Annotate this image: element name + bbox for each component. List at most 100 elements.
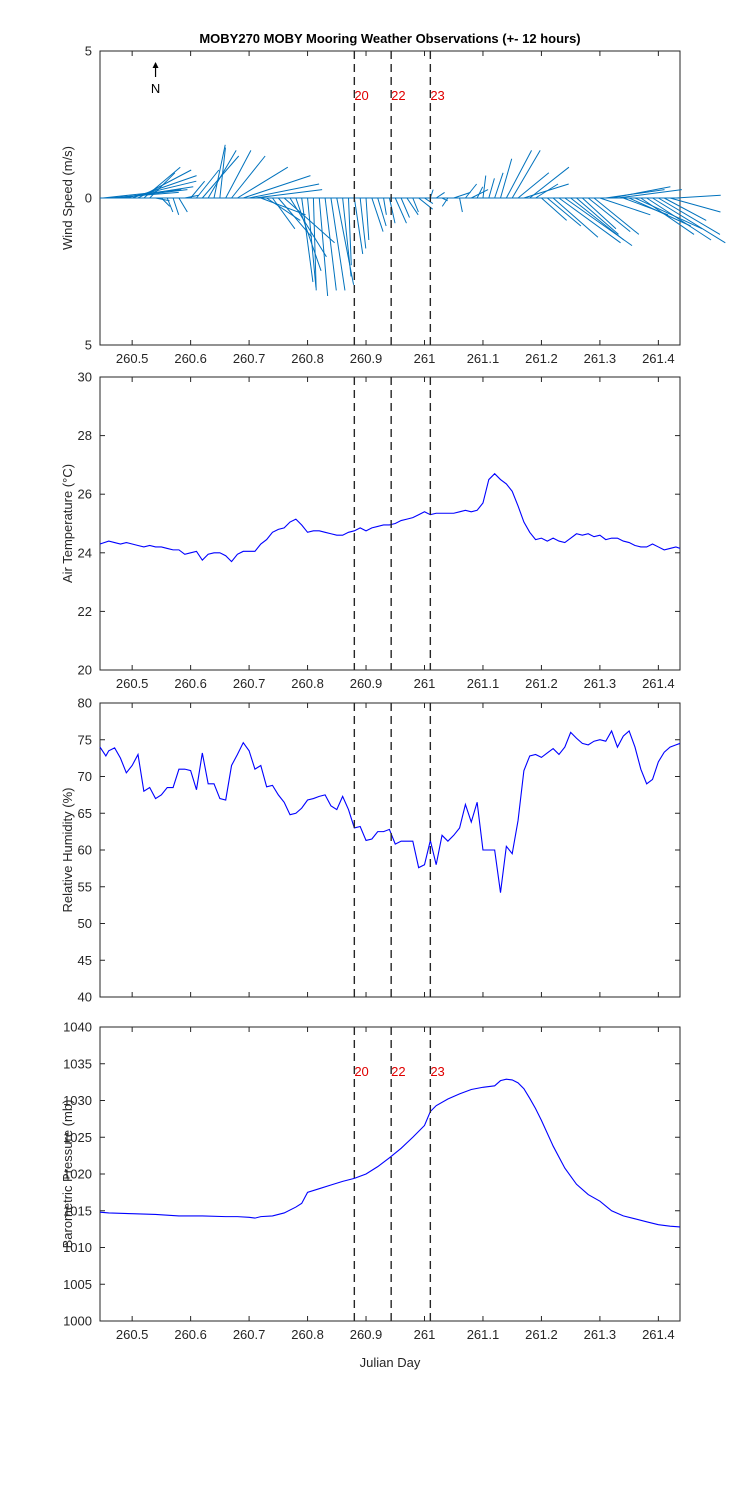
- wind-stick: [388, 197, 396, 224]
- y-tick-label: 5: [85, 44, 92, 59]
- wind-stick: [652, 197, 726, 244]
- y-tick-label: 80: [78, 696, 92, 711]
- wind-stick: [500, 158, 513, 199]
- wind-stick: [237, 166, 289, 199]
- x-tick-label: 261.1: [467, 351, 500, 366]
- y-tick-label: 55: [78, 879, 92, 894]
- y-axis-label: Barometric Pressure (mb): [60, 1100, 75, 1249]
- wind-stick: [336, 197, 355, 285]
- wind-stick: [330, 197, 346, 291]
- x-tick-label: 261.3: [584, 676, 617, 691]
- y-tick-label: 50: [78, 916, 92, 931]
- x-tick-label: 261.4: [642, 351, 675, 366]
- y-tick-label: 1005: [63, 1277, 92, 1292]
- plot-frame: [99, 702, 681, 998]
- wind-stick: [312, 197, 317, 291]
- wind-stick: [435, 191, 445, 199]
- y-tick-label: 40: [78, 990, 92, 1005]
- wind-stick: [371, 197, 384, 232]
- wind-stick: [552, 197, 599, 238]
- x-tick-label: 260.7: [233, 1327, 266, 1342]
- wind-stick: [295, 197, 322, 271]
- wind-stick: [465, 183, 478, 199]
- wind-stick: [126, 180, 197, 199]
- y-axis-label: Wind Speed (m/s): [60, 146, 75, 250]
- wind-stick: [196, 169, 220, 199]
- wind-stick: [675, 194, 721, 199]
- panel-air-temperature: 20 22 24 26 28 30 260.5 260.6 260.7 260.8 260.9 261…: [60, 370, 681, 691]
- y-tick-label: 1020: [63, 1167, 92, 1182]
- wind-stick: [576, 197, 619, 235]
- x-tick-label: 260.5: [116, 676, 149, 691]
- y-tick-label: 1030: [63, 1093, 92, 1108]
- event-label: 22: [391, 88, 405, 103]
- data-line: [99, 1078, 681, 1228]
- y-tick-label: 1015: [63, 1203, 92, 1218]
- wind-stick: [383, 197, 387, 215]
- wind-stick: [324, 197, 337, 291]
- panel-relative-humidity: 40 45 50 55 60 65 70 75 80 Relative Humidity (%): [60, 696, 681, 1005]
- event-label: 23: [430, 88, 444, 103]
- wind-stick: [459, 197, 463, 213]
- x-tick-label: 260.8: [291, 676, 324, 691]
- wind-stick: [517, 172, 550, 199]
- wind-stick: [347, 197, 352, 266]
- x-tick-label: 261.3: [584, 1327, 617, 1342]
- x-tick-label: 260.5: [116, 351, 149, 366]
- y-tick-label: 28: [78, 428, 92, 443]
- wind-stick: [488, 178, 495, 199]
- wind-stick: [231, 155, 266, 199]
- y-tick-label: 5: [85, 338, 92, 353]
- x-tick-label: 261: [414, 1327, 436, 1342]
- x-tick-label: 260.6: [174, 351, 207, 366]
- event-label: 23: [430, 1064, 444, 1079]
- wind-stick: [225, 150, 252, 199]
- plot-frame: [99, 376, 681, 671]
- wind-stick: [617, 189, 682, 199]
- wind-stick: [599, 197, 651, 216]
- wind-stick: [365, 197, 370, 241]
- y-tick-label: 70: [78, 769, 92, 784]
- x-tick-label: 260.9: [350, 1327, 383, 1342]
- wind-stick: [400, 197, 410, 218]
- y-tick-label: 65: [78, 806, 92, 821]
- wind-stick: [669, 197, 721, 213]
- wind-stick: [505, 150, 532, 199]
- wind-stick: [412, 197, 419, 213]
- wind-stick: [318, 197, 329, 297]
- wind-stick: [453, 191, 471, 199]
- wind-stick: [406, 197, 419, 216]
- x-tick-label: 260.8: [291, 351, 324, 366]
- wind-stick: [529, 166, 570, 199]
- x-tick-label: 261.2: [525, 676, 558, 691]
- event-label: 22: [391, 1064, 405, 1079]
- x-tick-label: 260.6: [174, 1327, 207, 1342]
- wind-stick: [546, 197, 582, 227]
- wind-stick: [628, 197, 691, 227]
- y-axis-label: Air Temperature (°C): [60, 464, 75, 583]
- wind-stick: [137, 169, 192, 199]
- y-tick-label: 1010: [63, 1240, 92, 1255]
- wind-stick: [243, 175, 311, 199]
- panel-barometric-pressure: 1000 1005 1010 1015 1020 1025 1030 1035 1040 260.…: [60, 1020, 681, 1342]
- wind-stick: [301, 197, 314, 283]
- y-tick-label: 0: [85, 191, 92, 206]
- wind-stick: [213, 144, 226, 199]
- wind-stick: [570, 197, 625, 241]
- north-arrowhead-icon: [152, 62, 159, 68]
- wind-stick: [494, 172, 504, 199]
- wind-stick: [190, 180, 206, 199]
- wind-stick: [476, 186, 484, 199]
- wind-stick: [593, 197, 640, 235]
- x-tick-label: 261.4: [642, 1327, 675, 1342]
- y-tick-label: 75: [78, 732, 92, 747]
- x-tick-label: 261.1: [467, 676, 500, 691]
- panel-wind: 5 0 5 260.5 260.6 260.7 260.8 260.9 261 261.1 261.…: [60, 44, 726, 366]
- wind-stick: [161, 197, 171, 207]
- chart-title: MOBY270 MOBY Mooring Weather Observation…: [199, 31, 580, 46]
- x-tick-label: 261.1: [467, 1327, 500, 1342]
- x-axis-label: Julian Day: [360, 1355, 421, 1370]
- x-tick-label: 260.9: [350, 676, 383, 691]
- y-tick-label: 60: [78, 843, 92, 858]
